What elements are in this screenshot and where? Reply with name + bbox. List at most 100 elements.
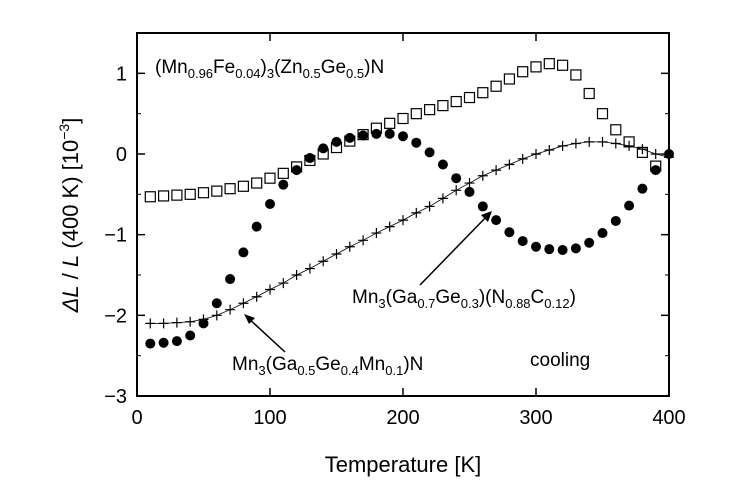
data-point-plus [304, 263, 315, 274]
data-point-square [424, 104, 436, 116]
data-point-plus [411, 207, 422, 218]
data-point-plus [491, 165, 502, 176]
series-layer [144, 58, 674, 349]
data-point-square [463, 91, 476, 104]
data-point-square [277, 167, 289, 179]
data-point-circle [464, 186, 475, 197]
series-plus [145, 136, 674, 329]
arrow-line-cn [419, 212, 491, 286]
data-point-circle [517, 236, 528, 247]
data-point-square [197, 187, 210, 199]
data-point-plus [477, 170, 488, 181]
series-open-square [144, 58, 662, 203]
data-point-circle [145, 338, 156, 349]
data-point-plus [610, 138, 621, 149]
data-point-plus [637, 144, 648, 155]
data-point-square [517, 66, 529, 78]
data-point-square [596, 108, 609, 120]
data-point-circle [225, 274, 236, 285]
data-point-plus [531, 149, 541, 159]
data-point-square [490, 80, 502, 92]
data-point-plus [358, 235, 369, 246]
data-point-plus [398, 215, 408, 226]
data-point-circle [451, 173, 462, 184]
data-point-square [211, 185, 223, 197]
data-point-plus [624, 140, 635, 151]
data-point-circle [278, 179, 289, 190]
data-point-circle [358, 130, 369, 141]
data-point-circle [251, 221, 262, 232]
data-point-circle [344, 132, 355, 143]
data-point-square [610, 124, 622, 136]
x-tick-label: 0 [131, 407, 142, 429]
data-point-circle [570, 243, 581, 254]
data-point-plus [291, 270, 302, 280]
data-point-circle [158, 337, 169, 348]
data-point-plus [265, 284, 275, 295]
data-point-plus [371, 228, 382, 239]
data-point-circle [211, 298, 222, 309]
data-point-plus [211, 310, 222, 321]
y-tick-label: −2 [104, 305, 127, 327]
annotation-mn-compound: Mn3(Ga0.5Ge0.4Mn0.1)N [232, 354, 423, 378]
data-point-circle [637, 183, 648, 194]
arrow-head-cn [481, 211, 492, 222]
data-point-circle [597, 228, 608, 239]
data-point-circle [624, 200, 635, 211]
data-point-square [570, 69, 582, 81]
data-point-circle [491, 215, 502, 226]
data-point-circle [331, 136, 342, 147]
data-point-plus [225, 304, 236, 315]
data-point-square [556, 59, 569, 71]
annotation-fe-compound: (Mn0.96Fe0.04)3(Zn0.5Ge0.5)N [155, 57, 384, 81]
data-point-square [530, 61, 542, 73]
data-point-circle [584, 237, 595, 248]
series-filled-circle [145, 128, 674, 349]
data-point-plus [664, 152, 674, 163]
data-point-square [171, 189, 183, 201]
y-tick-label: 0 [116, 144, 127, 166]
data-point-square [477, 87, 489, 99]
data-point-plus [344, 241, 355, 252]
annotation-cn-compound: Mn3(Ga0.7Ge0.3)(N0.88C0.12) [352, 287, 576, 311]
data-point-plus [171, 317, 182, 328]
data-point-square [184, 188, 196, 200]
data-point-plus [650, 149, 661, 159]
axis-ticks: 0 100 200 300 400 −3 −2 −1 0 1 [104, 33, 686, 429]
data-point-plus [318, 256, 329, 267]
plot-frame [136, 32, 670, 397]
x-tick-label: 400 [652, 407, 685, 429]
data-point-plus [544, 144, 555, 155]
data-point-circle [650, 165, 661, 176]
y-tick-label: −1 [104, 225, 127, 247]
data-point-circle [304, 153, 315, 164]
data-point-circle [424, 147, 435, 158]
data-point-circle [531, 241, 541, 252]
data-point-circle [265, 199, 275, 210]
data-point-plus [517, 153, 528, 164]
data-point-square [583, 87, 595, 100]
x-tick-label: 300 [519, 407, 552, 429]
data-point-circle [185, 330, 196, 341]
annotation-arrows [244, 211, 492, 353]
data-point-circle [544, 244, 555, 255]
data-point-plus [185, 316, 196, 327]
data-point-plus [158, 318, 169, 329]
data-point-plus [145, 318, 156, 329]
series-line-plus [150, 141, 670, 324]
data-point-circle [171, 336, 182, 347]
data-point-circle [557, 244, 568, 255]
data-point-plus [424, 201, 435, 212]
data-point-plus [464, 178, 475, 189]
y-tick-label: 1 [116, 63, 127, 85]
data-point-square [224, 183, 236, 195]
data-point-plus [570, 138, 581, 149]
annotation-cooling: cooling [530, 350, 590, 371]
data-point-circle [384, 128, 395, 139]
y-axis-title: ΔL / L (400 K) [10−3] [56, 118, 83, 314]
data-point-square [503, 73, 515, 85]
arrow-line-mn [246, 316, 286, 353]
data-point-plus [278, 278, 289, 289]
data-point-square [437, 99, 449, 112]
data-point-plus [251, 291, 262, 302]
